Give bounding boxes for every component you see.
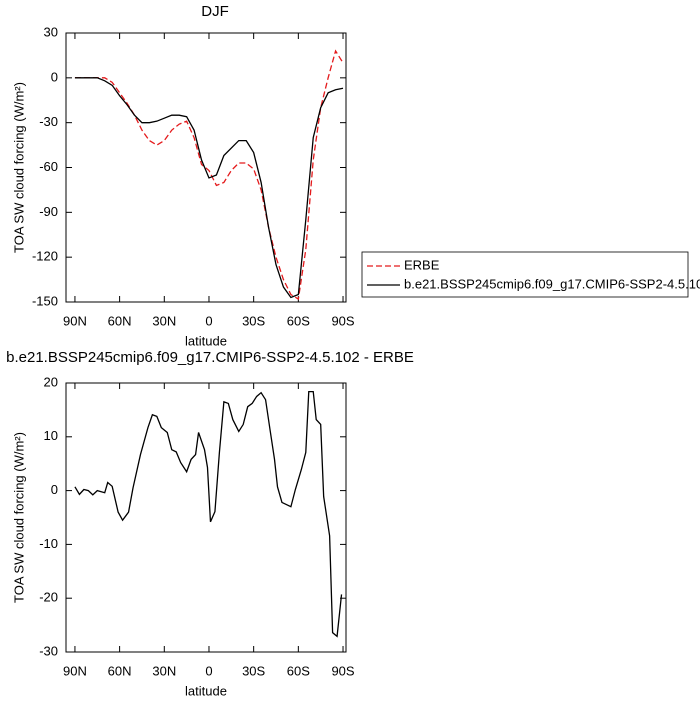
x-axis-label: latitude	[185, 683, 227, 698]
y-tick-label: 20	[44, 374, 58, 389]
x-tick-label: 60N	[108, 313, 132, 328]
y-tick-label: 0	[51, 69, 58, 84]
y-tick-label: -90	[39, 204, 58, 219]
x-tick-label: 30S	[242, 663, 265, 678]
y-axis-label: TOA SW cloud forcing (W/m²)	[11, 82, 26, 253]
y-tick-label: -30	[39, 114, 58, 129]
x-tick-label: 0	[205, 313, 212, 328]
x-tick-label: 90N	[63, 313, 87, 328]
x-axis-label: latitude	[185, 333, 227, 348]
y-tick-label: 10	[44, 428, 58, 443]
x-tick-label: 30N	[152, 663, 176, 678]
chart-title: b.e21.BSSP245cmip6.f09_g17.CMIP6-SSP2-4.…	[6, 349, 414, 366]
plot-frame	[65, 382, 347, 653]
y-tick-label: 0	[51, 482, 58, 497]
y-tick-label: -150	[32, 293, 58, 308]
data-line	[74, 49, 344, 301]
x-tick-label: 90S	[331, 663, 354, 678]
legend-label: b.e21.BSSP245cmip6.f09_g17.CMIP6-SSP2-4.…	[404, 276, 700, 291]
y-tick-label: -10	[39, 536, 58, 551]
legend-box	[361, 251, 689, 298]
x-tick-label: 90S	[331, 313, 354, 328]
x-tick-label: 60S	[287, 663, 310, 678]
y-tick-label: -60	[39, 159, 58, 174]
data-line	[74, 77, 344, 299]
x-tick-label: 30N	[152, 313, 176, 328]
x-tick-label: 60S	[287, 313, 310, 328]
x-tick-label: 0	[205, 663, 212, 678]
chart-title: DJF	[201, 3, 229, 20]
y-tick-label: -30	[39, 643, 58, 658]
y-axis-label: TOA SW cloud forcing (W/m²)	[11, 432, 26, 603]
plot-frame	[65, 32, 347, 303]
x-tick-label: 30S	[242, 313, 265, 328]
data-line	[74, 390, 343, 638]
y-tick-label: 30	[44, 24, 58, 39]
y-tick-label: -120	[32, 249, 58, 264]
y-tick-label: -20	[39, 590, 58, 605]
legend-label: ERBE	[404, 257, 440, 272]
x-tick-label: 90N	[63, 663, 87, 678]
x-tick-label: 60N	[108, 663, 132, 678]
